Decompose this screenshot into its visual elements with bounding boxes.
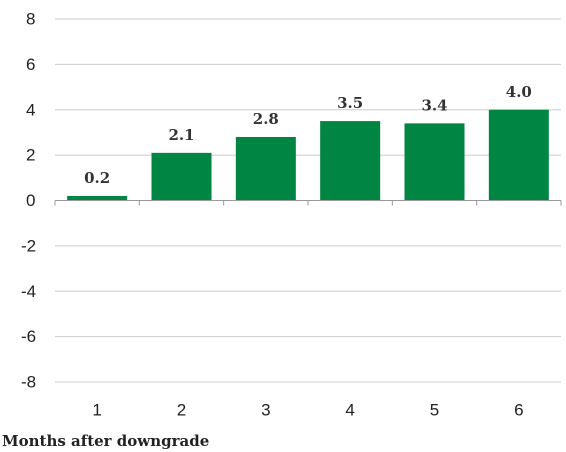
x-axis: 1 2 3 4 5 6 [54, 200, 562, 420]
data-label: 0.2 [84, 169, 110, 187]
bar [404, 123, 465, 201]
x-tick-label: 3 [261, 401, 270, 420]
y-tick-label: -2 [21, 236, 36, 255]
y-tick-label: -4 [21, 282, 36, 301]
x-tick-label: 5 [430, 401, 439, 420]
bar [67, 195, 128, 201]
data-label: 3.5 [337, 94, 363, 112]
bar [235, 136, 296, 201]
y-tick-label: -6 [21, 327, 36, 346]
data-label: 3.4 [421, 96, 447, 114]
x-tick-label: 4 [345, 401, 354, 420]
y-tick-label: -8 [21, 373, 36, 392]
x-tick-label: 1 [92, 401, 101, 420]
y-tick-label: 6 [26, 55, 35, 74]
x-tick-label: 6 [514, 401, 523, 420]
x-tick-label: 2 [177, 401, 186, 420]
data-label: 2.8 [253, 110, 279, 128]
bars [67, 109, 549, 201]
bar [151, 152, 212, 201]
data-labels: 0.2 2.1 2.8 3.5 3.4 4.0 [84, 83, 532, 187]
bar [320, 121, 381, 201]
y-tick-label: 0 [26, 191, 35, 210]
x-axis-title: Months after downgrade [2, 432, 210, 450]
data-label: 4.0 [506, 83, 532, 101]
gridlines: 8 6 4 2 0 -2 -4 -6 -8 [21, 10, 561, 392]
data-label: 2.1 [168, 126, 194, 144]
bar [488, 109, 549, 201]
y-tick-label: 2 [26, 146, 35, 165]
y-tick-label: 4 [26, 100, 35, 119]
y-tick-label: 8 [26, 10, 35, 29]
